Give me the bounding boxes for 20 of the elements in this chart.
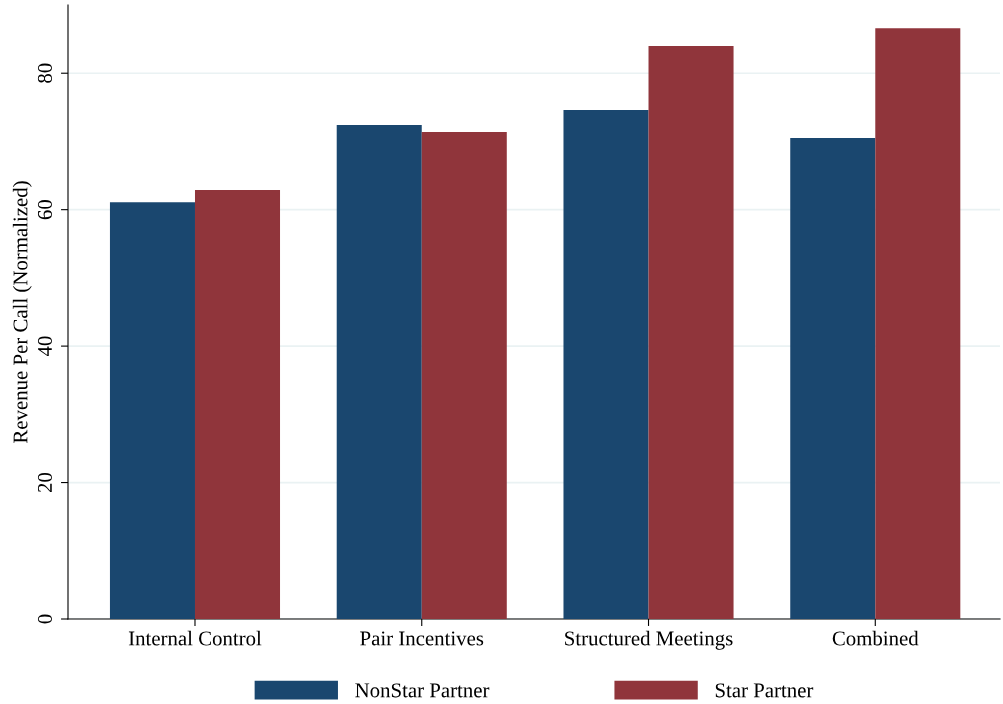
x-tick-label: Internal Control [128,630,262,646]
bar [421,131,507,619]
bar [648,45,734,619]
bar [875,28,961,619]
y-tick-label: 60 [37,200,52,220]
y-tick-label: 40 [37,336,52,357]
bar [790,138,876,619]
y-tick-label: 0 [37,614,52,624]
x-tick-label: Structured Meetings [565,630,733,650]
y-axis-title: Revenue Per Call (Normalized) [12,181,32,444]
bar [109,202,195,619]
x-tick-label: Combined [832,630,919,646]
bar [563,110,649,619]
bar [336,125,422,619]
legend-label: NonStar Partner [355,683,490,698]
x-tick-label: Pair Incentives [360,631,484,646]
legend-label: Star Partner [715,683,814,698]
bar [194,189,281,619]
y-tick-label: 80 [37,63,52,83]
y-tick-label: 20 [37,472,52,493]
